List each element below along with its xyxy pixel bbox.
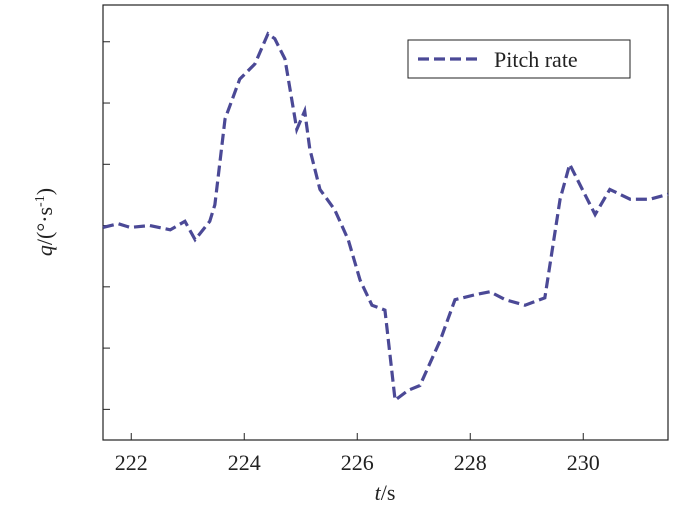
x-label-var: t <box>375 480 382 505</box>
x-tick-label: 230 <box>567 450 600 475</box>
x-tick-label: 226 <box>341 450 374 475</box>
plot-frame <box>102 4 669 441</box>
y-label-close: ) <box>32 188 57 195</box>
data-line <box>102 31 669 404</box>
y-label-exp: -1 <box>33 195 48 207</box>
x-label-unit: /s <box>381 480 396 505</box>
x-axis-label: t/s <box>375 480 396 505</box>
legend-label: Pitch rate <box>494 47 578 72</box>
x-tick-label: 222 <box>115 450 148 475</box>
x-tick-label: 224 <box>228 450 261 475</box>
legend-box <box>407 39 631 79</box>
y-label-unit: /(°·s <box>32 207 57 245</box>
y-axis-label: q/(°·s-1) <box>32 188 57 256</box>
y-label-var: q <box>32 245 57 256</box>
x-tick-label: 228 <box>454 450 487 475</box>
